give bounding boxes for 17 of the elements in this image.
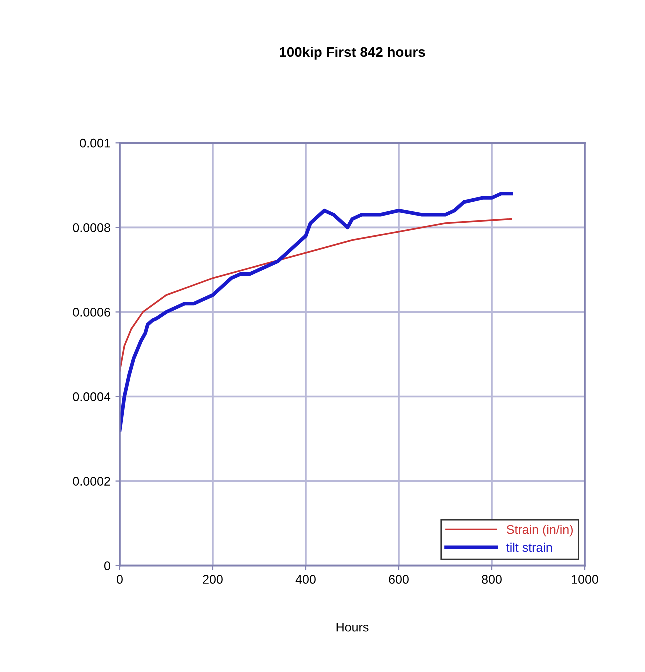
y-tick-label: 0.0008 (73, 223, 110, 232)
x-tick-label: 200 (203, 575, 223, 584)
x-tick-label: 1000 (572, 575, 598, 584)
y-tick-label: 0.0004 (73, 392, 111, 402)
x-tick-label: 800 (482, 575, 502, 584)
x-tick-label: 0 (116, 575, 123, 584)
y-tick-label: 0 (104, 562, 110, 570)
x-tick-label: 400 (296, 575, 316, 584)
x-axis-title: Hours (336, 623, 369, 632)
line-series (120, 192, 514, 432)
legend-label: tilt strain (506, 542, 552, 552)
y-tick-label: 0.0002 (73, 477, 110, 486)
y-tick-label: 0.001 (80, 138, 110, 148)
x-tick-label: 600 (389, 575, 409, 584)
chart-title: 100kip First 842 hours (280, 46, 426, 60)
legend-label: Strain (in/in) (506, 525, 573, 537)
y-tick-label: 0.0006 (73, 308, 110, 317)
